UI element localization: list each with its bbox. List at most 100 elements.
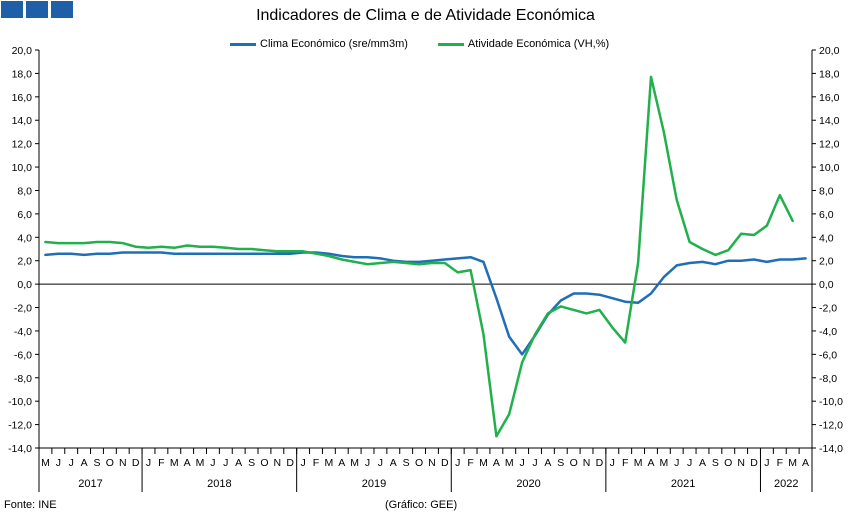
series-line-atividade <box>44 75 794 438</box>
month-label: M <box>325 457 334 469</box>
legend-item-clima: Clima Económico (sre/mm3m) <box>230 38 408 50</box>
month-label: N <box>428 457 436 469</box>
y-tick-label-left: 2,0 <box>17 256 32 268</box>
month-label: O <box>106 457 114 469</box>
y-tick-label-right: 6,0 <box>819 209 834 221</box>
legend: Clima Económico (sre/mm3m) Atividade Eco… <box>230 38 609 50</box>
y-tick-label-left: -2,0 <box>14 303 32 315</box>
month-label: O <box>260 457 268 469</box>
month-label: F <box>467 457 473 469</box>
month-label: J <box>146 457 151 469</box>
month-label: A <box>235 457 242 469</box>
y-tick-label-right: 10,0 <box>819 162 840 174</box>
legend-swatch-atividade <box>437 42 464 46</box>
month-label: A <box>647 457 654 469</box>
y-tick-label-left: 16,0 <box>12 92 33 104</box>
month-label: M <box>788 457 797 469</box>
month-label: S <box>712 457 719 469</box>
month-label: M <box>170 457 179 469</box>
month-label: S <box>557 457 564 469</box>
credit-note: (Gráfico: GEE) <box>385 499 458 511</box>
y-tick-label-right: -6,0 <box>819 349 837 361</box>
y-tick-label-right: 14,0 <box>819 115 840 127</box>
month-label: J <box>455 457 460 469</box>
y-tick-label-left: 10,0 <box>12 162 33 174</box>
month-label: S <box>93 457 100 469</box>
y-tick-label-right: 8,0 <box>819 185 834 197</box>
legend-swatch-clima <box>230 42 256 46</box>
year-label: 2018 <box>207 478 231 490</box>
y-tick-label-right: 4,0 <box>819 232 834 244</box>
year-label: 2021 <box>671 478 695 490</box>
month-label: A <box>544 457 551 469</box>
month-label: J <box>56 457 61 469</box>
month-label: N <box>119 457 127 469</box>
month-label: F <box>313 457 319 469</box>
month-label: M <box>479 457 488 469</box>
legend-item-atividade: Atividade Económica (VH,%) <box>437 38 609 50</box>
legend-label-clima: Clima Económico (sre/mm3m) <box>260 38 408 50</box>
y-tick-label-right: -12,0 <box>819 420 843 432</box>
month-label: O <box>570 457 578 469</box>
y-tick-label-right: 16,0 <box>819 92 840 104</box>
y-tick-label-left: 0,0 <box>17 279 32 291</box>
month-label: A <box>699 457 706 469</box>
month-label: N <box>737 457 745 469</box>
y-tick-label-left: -14,0 <box>8 443 32 455</box>
month-label: D <box>596 457 604 469</box>
y-tick-label-right: -2,0 <box>819 303 837 315</box>
y-tick-label-left: 18,0 <box>12 68 33 80</box>
month-label: D <box>286 457 294 469</box>
month-label: O <box>724 457 732 469</box>
month-label: J <box>223 457 228 469</box>
month-label: J <box>210 457 215 469</box>
y-tick-label-right: -4,0 <box>819 326 837 338</box>
month-label: N <box>583 457 591 469</box>
month-label: M <box>350 457 359 469</box>
month-label: J <box>300 457 305 469</box>
month-label: D <box>441 457 449 469</box>
y-tick-label-left: 20,0 <box>12 45 33 57</box>
y-tick-label-right: 0,0 <box>819 279 834 291</box>
y-tick-label-left: -6,0 <box>14 349 32 361</box>
y-tick-label-right: 2,0 <box>819 256 834 268</box>
logo-square-3 <box>51 1 73 18</box>
logo-square-2 <box>26 1 48 18</box>
month-label: F <box>777 457 783 469</box>
month-label: A <box>338 457 345 469</box>
y-tick-label-left: 8,0 <box>17 185 32 197</box>
y-tick-label-left: 14,0 <box>12 115 33 127</box>
year-label: 2020 <box>516 478 540 490</box>
month-label: J <box>365 457 370 469</box>
month-label: J <box>764 457 769 469</box>
y-tick-label-left: -8,0 <box>14 373 32 385</box>
month-label: J <box>674 457 679 469</box>
month-label: D <box>132 457 140 469</box>
month-label: M <box>659 457 668 469</box>
month-label: J <box>610 457 615 469</box>
month-label: J <box>532 457 537 469</box>
month-label: A <box>184 457 191 469</box>
month-label: M <box>196 457 205 469</box>
logo-square-1 <box>1 1 23 18</box>
y-tick-label-right: -14,0 <box>819 443 843 455</box>
y-tick-label-right: -10,0 <box>819 396 843 408</box>
month-label: A <box>802 457 809 469</box>
year-label: 2019 <box>362 478 386 490</box>
month-label: A <box>390 457 397 469</box>
month-label: A <box>81 457 88 469</box>
month-label: F <box>158 457 164 469</box>
y-tick-label-left: 6,0 <box>17 209 32 221</box>
month-label: M <box>41 457 50 469</box>
month-label: D <box>750 457 758 469</box>
month-label: N <box>274 457 282 469</box>
month-label: S <box>403 457 410 469</box>
y-tick-label-left: 12,0 <box>12 139 33 151</box>
chart-title: Indicadores de Clima e de Atividade Econ… <box>256 7 595 24</box>
y-tick-label-left: -4,0 <box>14 326 32 338</box>
month-label: A <box>493 457 500 469</box>
month-label: J <box>520 457 525 469</box>
month-label: O <box>415 457 423 469</box>
month-label: M <box>634 457 643 469</box>
